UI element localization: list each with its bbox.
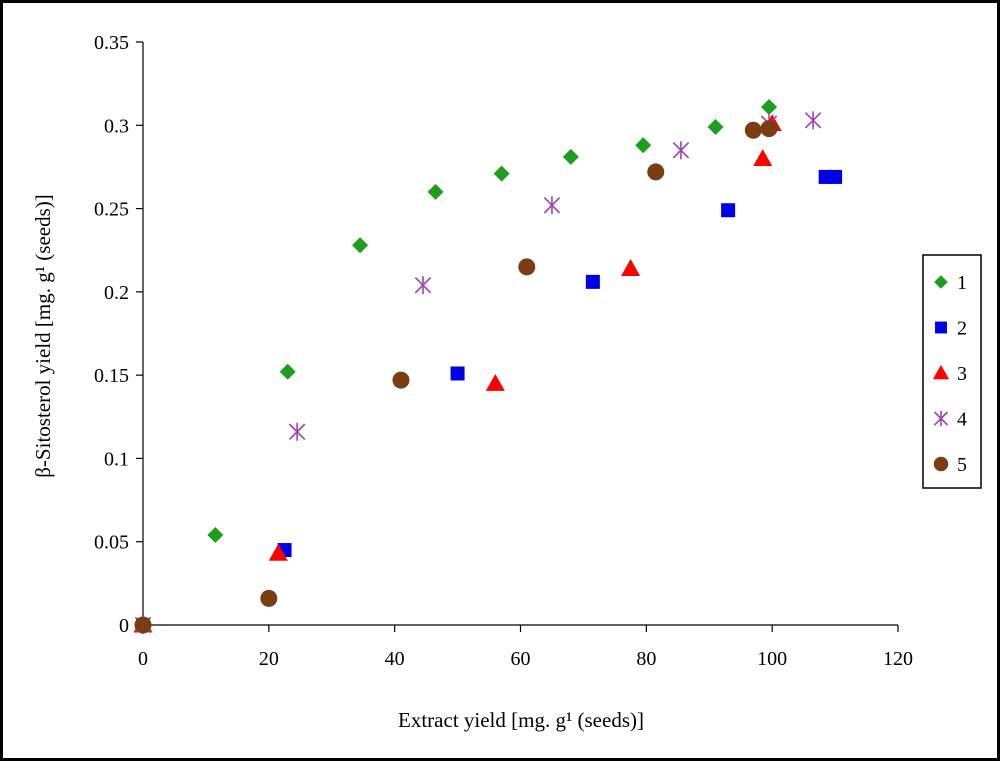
y-tick-label: 0.25: [94, 199, 129, 221]
y-tick-label: 0: [119, 615, 129, 637]
y-tick-label: 0.2: [104, 282, 129, 304]
y-tick-label: 0.1: [104, 448, 129, 470]
x-tick-label: 100: [757, 648, 787, 670]
data-point-series-1: [707, 118, 724, 135]
x-tick-label: 120: [883, 648, 913, 670]
axes: 0 0.05 0.1 0.15 0.2 0.25 0.3 0.35 0 20 40 60 80 100 12…: [94, 32, 913, 670]
legend-label-2: 2: [957, 318, 967, 340]
y-tick-label: 0.35: [94, 32, 129, 54]
data-point-series-4: [804, 111, 822, 130]
data-point-series-1: [352, 237, 369, 254]
data-point-series-5: [647, 163, 665, 181]
x-tick-label: 40: [385, 648, 405, 670]
y-axis-title: β-Sitosterol yield [mg. g¹ (seeds)]: [31, 194, 55, 478]
x-tick-label: 80: [636, 648, 656, 670]
legend-marker-5: [933, 456, 949, 472]
x-tick-label: 20: [259, 648, 279, 670]
data-point-series-5: [760, 120, 778, 138]
y-tick-label: 0.15: [94, 365, 129, 387]
legend-box: [922, 254, 982, 489]
data-point-series-5: [392, 371, 410, 389]
data-point-series-1: [427, 183, 444, 200]
data-point-series-4: [543, 196, 561, 215]
data-point-series-4: [672, 141, 690, 160]
data-points: [133, 98, 843, 634]
data-point-series-2: [721, 203, 736, 218]
data-point-series-3: [485, 373, 505, 391]
data-point-series-5: [134, 616, 152, 634]
legend-marker-1: [934, 275, 948, 289]
legend-label-5: 5: [957, 454, 967, 476]
data-point-series-2: [450, 366, 465, 381]
data-point-series-3: [621, 259, 641, 276]
data-point-series-1: [761, 98, 778, 115]
data-point-series-4: [414, 276, 432, 295]
legend-label-3: 3: [957, 363, 967, 385]
y-tick-label: 0.05: [94, 532, 129, 554]
data-point-series-1: [635, 137, 652, 154]
data-point-series-1: [493, 165, 510, 182]
data-point-series-3: [753, 149, 773, 167]
data-point-series-2: [585, 274, 600, 289]
x-tick-label: 0: [138, 648, 148, 670]
legend: 1 2 3 4 5: [922, 254, 982, 489]
legend-label-4: 4: [957, 409, 967, 431]
y-tick-label: 0.3: [104, 115, 129, 137]
legend-marker-2: [935, 321, 947, 334]
x-axis-title: Extract yield [mg. g¹ (seeds)]: [398, 708, 644, 732]
x-tick-label: 60: [511, 648, 531, 670]
data-point-series-3: [268, 543, 288, 561]
data-point-series-1: [279, 363, 296, 380]
data-point-series-4: [288, 422, 306, 441]
data-point-series-5: [260, 589, 278, 607]
data-point-series-2: [828, 169, 843, 184]
data-point-series-1: [207, 527, 224, 544]
data-point-series-5: [744, 121, 762, 139]
data-point-series-5: [518, 258, 536, 276]
data-point-series-1: [562, 148, 579, 165]
legend-marker-4: [933, 410, 949, 427]
legend-marker-3: [932, 364, 950, 380]
legend-label-1: 1: [957, 272, 967, 294]
